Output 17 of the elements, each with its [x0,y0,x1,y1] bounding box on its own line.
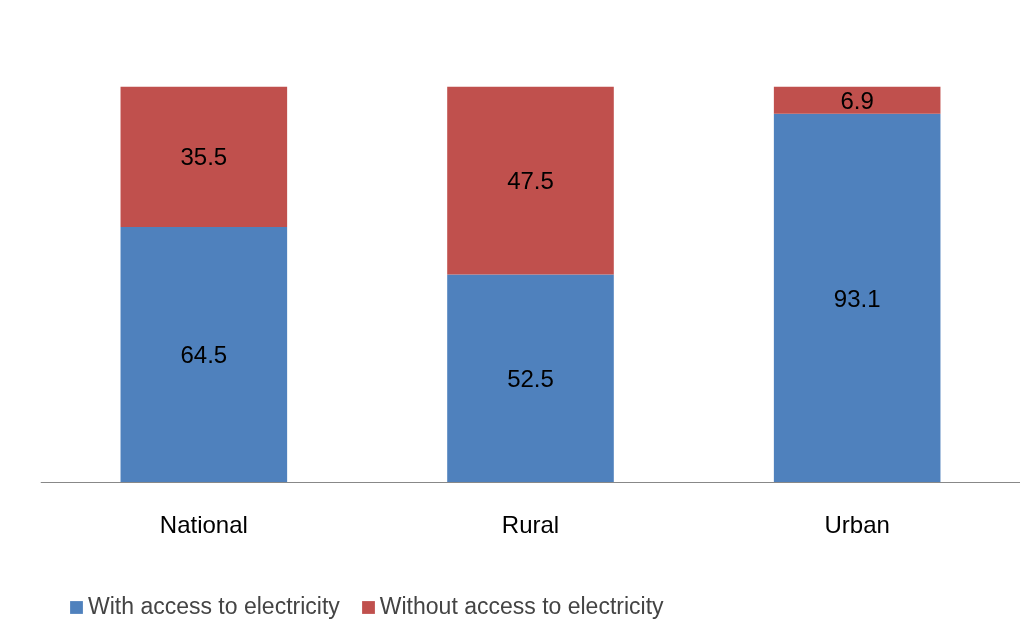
data-label: 93.1 [833,284,881,312]
bar [120,86,288,228]
bar [773,86,941,114]
legend-label: Without access to electricity [379,593,664,620]
x-tick-label: National [159,511,248,538]
data-label: 64.5 [180,341,228,369]
legend-label: With access to electricity [88,593,340,620]
bar [447,274,614,483]
bar [773,113,941,483]
x-tick-label: Rural [501,511,560,538]
data-label: 35.5 [180,143,228,171]
bar [447,86,614,275]
bar [120,227,288,483]
data-label: 47.5 [507,167,554,195]
data-label: 6.9 [840,86,874,114]
x-tick-label: Urban [824,511,890,538]
data-label: 52.5 [507,365,554,393]
